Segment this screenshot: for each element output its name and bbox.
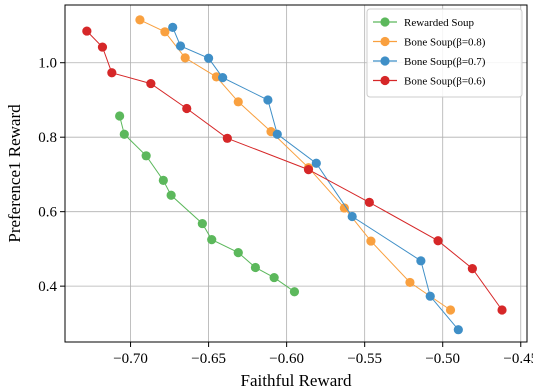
y-tick-label: 0.8	[38, 130, 57, 146]
series-4	[82, 26, 507, 315]
data-point	[158, 175, 168, 185]
legend-label: Bone Soup(β=0.7)	[404, 56, 486, 68]
x-tick-label: −0.55	[347, 351, 382, 367]
legend: Rewarded Soup Bone Soup(β=0.8) Bone Soup(β…	[366, 8, 523, 98]
data-point	[272, 129, 282, 139]
legend-label: Rewarded Soup	[404, 17, 474, 29]
data-point	[289, 287, 300, 297]
axis-ticks: −0.70 −0.65 −0.60 −0.55 −0.50 −0.45 0.4 0.6 0.8 1…	[38, 56, 533, 367]
data-point	[416, 256, 426, 266]
legend-label: Bone Soup(β=0.8)	[404, 37, 486, 49]
data-point	[141, 151, 151, 161]
data-point	[364, 197, 374, 207]
data-point	[405, 277, 415, 288]
data-point	[107, 68, 117, 78]
data-point	[233, 97, 243, 107]
data-point	[425, 291, 435, 301]
y-tick-label: 0.4	[38, 279, 57, 295]
y-tick-label: 1.0	[38, 56, 57, 72]
data-point	[203, 53, 214, 63]
legend-item: Bone Soup(β=0.7)	[373, 56, 486, 68]
data-point	[115, 111, 125, 121]
legend-marker	[380, 75, 390, 86]
data-point	[146, 78, 156, 89]
y-tick-label: 0.6	[38, 205, 57, 221]
x-tick-label: −0.60	[269, 351, 304, 367]
data-point	[119, 129, 129, 139]
legend-box	[366, 8, 523, 98]
series-layer	[82, 15, 507, 335]
data-point	[311, 158, 321, 168]
data-point	[467, 264, 477, 274]
legend-item: Rewarded Soup	[373, 17, 474, 29]
data-point	[160, 27, 170, 37]
data-point	[347, 211, 357, 222]
data-point	[339, 203, 349, 213]
data-point	[207, 234, 217, 245]
series-1	[115, 111, 300, 297]
data-point	[182, 103, 192, 114]
series-3	[168, 22, 463, 335]
data-point	[497, 305, 507, 315]
x-axis-label: Faithful Reward	[241, 371, 352, 390]
legend-marker	[380, 17, 390, 27]
x-tick-label: −0.65	[191, 351, 226, 367]
series-line	[119, 115, 295, 293]
data-point	[135, 15, 145, 25]
legend-item: Bone Soup(β=0.6)	[373, 76, 486, 88]
data-point	[433, 236, 443, 246]
data-point	[82, 26, 92, 36]
data-point	[97, 42, 108, 52]
data-point	[250, 262, 261, 273]
data-point	[180, 53, 190, 63]
x-tick-label: −0.70	[113, 351, 148, 367]
y-axis-label: Preference1 Reward	[5, 104, 24, 243]
legend-marker	[380, 56, 390, 66]
legend-marker	[380, 36, 390, 47]
data-point	[218, 73, 228, 83]
data-point	[233, 248, 243, 258]
data-point	[269, 272, 279, 283]
x-tick-label: −0.50	[425, 351, 460, 367]
data-point	[222, 133, 232, 143]
data-point	[197, 218, 207, 229]
data-point	[445, 305, 456, 315]
data-point	[168, 22, 178, 32]
data-point	[166, 190, 176, 200]
data-point	[366, 236, 376, 246]
data-point	[263, 95, 273, 105]
legend-item: Bone Soup(β=0.8)	[373, 37, 486, 49]
plot-frame	[64, 4, 528, 343]
legend-label: Bone Soup(β=0.6)	[404, 76, 486, 88]
data-point	[303, 164, 314, 175]
data-point	[175, 41, 186, 51]
x-tick-label: −0.45	[503, 351, 533, 367]
data-point	[453, 325, 463, 335]
